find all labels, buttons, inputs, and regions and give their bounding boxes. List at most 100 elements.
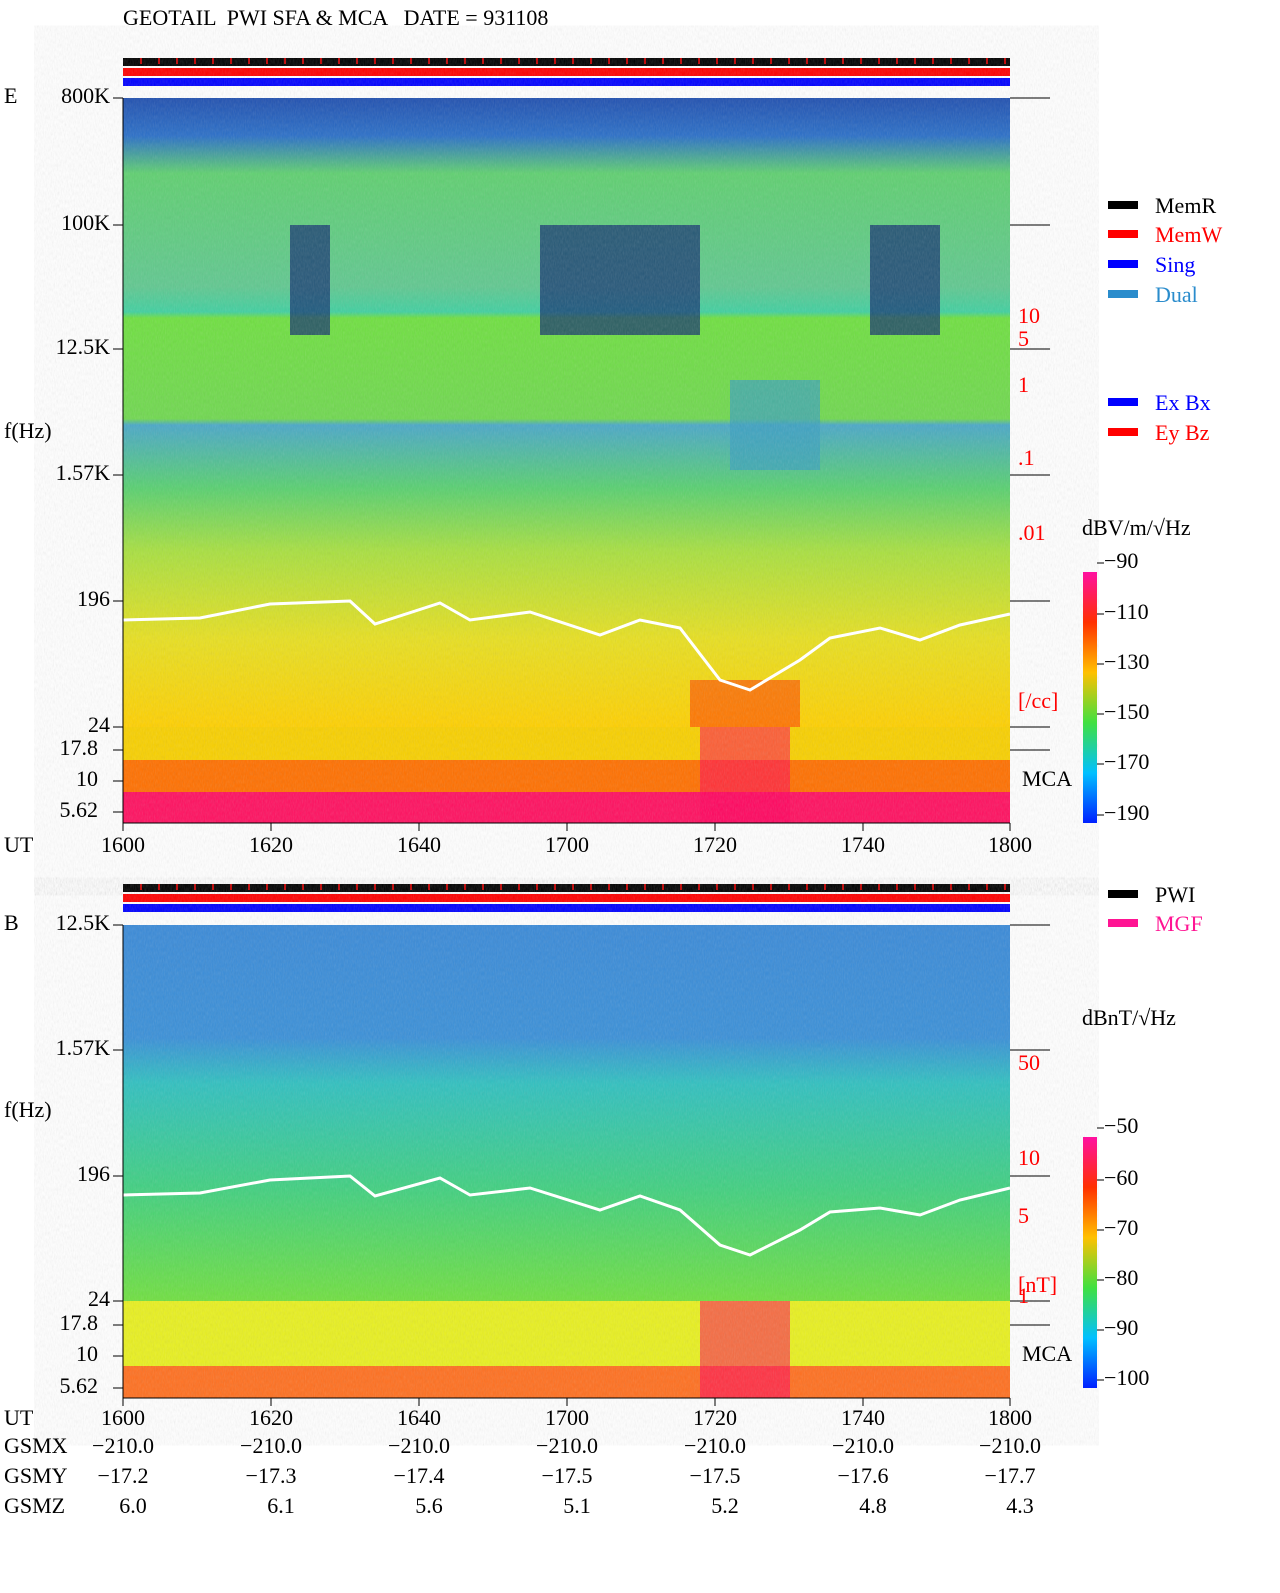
plasma-frequency-line — [122, 1174, 1011, 1257]
density-tick-label: 10 — [1018, 303, 1040, 328]
colorbar-tick-label: −150 — [1104, 699, 1149, 724]
legend-label: Dual — [1155, 282, 1198, 307]
mca-label: MCA — [1022, 766, 1072, 791]
legend-swatch — [1108, 201, 1138, 209]
x-tick-label: 1740 — [841, 1405, 885, 1430]
orbit-value: −17.4 — [394, 1463, 445, 1488]
colorbar — [1083, 1137, 1097, 1388]
x-tick-label: 1600 — [101, 1405, 145, 1430]
y-tick-label: 10 — [76, 766, 98, 791]
y-tick-label: 24 — [88, 712, 110, 737]
y-tick-label: 17.8 — [60, 735, 99, 760]
colorbar-tick-label: −60 — [1104, 1165, 1138, 1190]
density-tick-label: 1 — [1018, 372, 1029, 397]
status-bar — [123, 78, 1010, 86]
orbit-value: −17.7 — [985, 1463, 1036, 1488]
y-axis-label: f(Hz) — [4, 1097, 52, 1122]
orbit-value: 6.0 — [119, 1493, 147, 1518]
legend-swatch — [1108, 290, 1138, 298]
y-tick-label: 5.62 — [60, 1373, 99, 1398]
y-tick-label: 100K — [61, 210, 110, 235]
y-tick-label: 12.5K — [56, 334, 111, 359]
x-tick-label: 1720 — [693, 832, 737, 857]
x-tick-label: 1700 — [545, 832, 589, 857]
density-tick-label: 5 — [1018, 1203, 1029, 1228]
texture — [123, 925, 1010, 1398]
x-tick-label: 1800 — [988, 832, 1032, 857]
orbit-value: −17.6 — [838, 1463, 889, 1488]
time-label: UT — [4, 1405, 34, 1430]
legend-label: MemR — [1155, 193, 1216, 218]
orbit-row-label: GSMY — [4, 1463, 68, 1488]
x-tick-label: 1700 — [545, 1405, 589, 1430]
y-tick-label: 24 — [88, 1286, 110, 1311]
legend-swatch — [1108, 919, 1138, 927]
y-tick-label: 1.57K — [56, 460, 111, 485]
density-tick-label: .1 — [1018, 445, 1035, 470]
orbit-row-label: GSMZ — [4, 1493, 65, 1518]
colorbar-tick-label: −130 — [1104, 649, 1149, 674]
plasma-frequency-line — [122, 599, 1011, 692]
orbit-value: 5.1 — [563, 1493, 591, 1518]
orbit-value: 4.8 — [859, 1493, 887, 1518]
density-tick-label: .01 — [1018, 520, 1046, 545]
colorbar-tick-label: −90 — [1104, 548, 1138, 573]
x-tick-label: 1720 — [693, 1405, 737, 1430]
x-tick-label: 1640 — [397, 832, 441, 857]
panel-label: B — [4, 910, 19, 935]
orbit-value: −17.2 — [98, 1463, 149, 1488]
y-axis-label: f(Hz) — [4, 418, 52, 443]
legend-label: PWI — [1155, 882, 1195, 907]
legend-swatch — [1108, 890, 1138, 898]
orbit-value: −210.0 — [536, 1433, 598, 1458]
colorbar-tick-label: −50 — [1104, 1113, 1138, 1138]
x-tick-label: 1800 — [988, 1405, 1032, 1430]
orbit-value: −210.0 — [92, 1433, 154, 1458]
orbit-value: −210.0 — [832, 1433, 894, 1458]
colorbar-unit: dBnT/√Hz — [1082, 1005, 1176, 1030]
colorbar-tick-label: −110 — [1104, 599, 1149, 624]
colorbar-tick-label: −190 — [1104, 800, 1149, 825]
status-bar — [123, 58, 1010, 66]
mca-label: MCA — [1022, 1341, 1072, 1366]
colorbar-tick-label: −90 — [1104, 1315, 1138, 1340]
legend-swatch — [1108, 230, 1138, 238]
y-tick-label: 196 — [77, 586, 110, 611]
density-tick-label: [/cc] — [1018, 688, 1058, 713]
colorbar-tick-label: −170 — [1104, 749, 1149, 774]
orbit-value: 4.3 — [1006, 1493, 1034, 1518]
density-tick-label: [nT] — [1018, 1272, 1057, 1297]
x-tick-label: 1620 — [249, 1405, 293, 1430]
orbit-value: −17.3 — [246, 1463, 297, 1488]
status-bar — [123, 904, 1010, 912]
status-bar — [123, 68, 1010, 76]
colorbar-unit: dBV/m/√Hz — [1082, 515, 1191, 540]
orbit-value: −210.0 — [240, 1433, 302, 1458]
legend-label: MGF — [1155, 911, 1203, 936]
y-tick-label: 1.57K — [56, 1035, 111, 1060]
status-bar — [123, 894, 1010, 902]
y-tick-label: 12.5K — [56, 910, 111, 935]
orbit-value: 5.2 — [711, 1493, 739, 1518]
legend-swatch — [1108, 260, 1138, 268]
colorbar-tick-label: −70 — [1104, 1215, 1138, 1240]
orbit-value: −17.5 — [542, 1463, 593, 1488]
density-tick-label: 5 — [1018, 326, 1029, 351]
legend-swatch — [1108, 428, 1138, 436]
x-tick-label: 1600 — [101, 832, 145, 857]
density-tick-label: 50 — [1018, 1050, 1040, 1075]
density-tick-label: 10 — [1018, 1145, 1040, 1170]
legend-label: Ex Bx — [1155, 390, 1211, 415]
time-label: UT — [4, 832, 34, 857]
x-tick-label: 1620 — [249, 832, 293, 857]
colorbar — [1083, 572, 1097, 823]
legend-label: MemW — [1155, 222, 1222, 247]
density-tick-label: 1 — [1018, 1283, 1029, 1308]
orbit-value: 6.1 — [267, 1493, 295, 1518]
y-tick-label: 10 — [76, 1341, 98, 1366]
orbit-value: −17.5 — [690, 1463, 741, 1488]
y-tick-label: 196 — [77, 1161, 110, 1186]
y-tick-label: 800K — [61, 83, 110, 108]
orbit-value: −210.0 — [979, 1433, 1041, 1458]
